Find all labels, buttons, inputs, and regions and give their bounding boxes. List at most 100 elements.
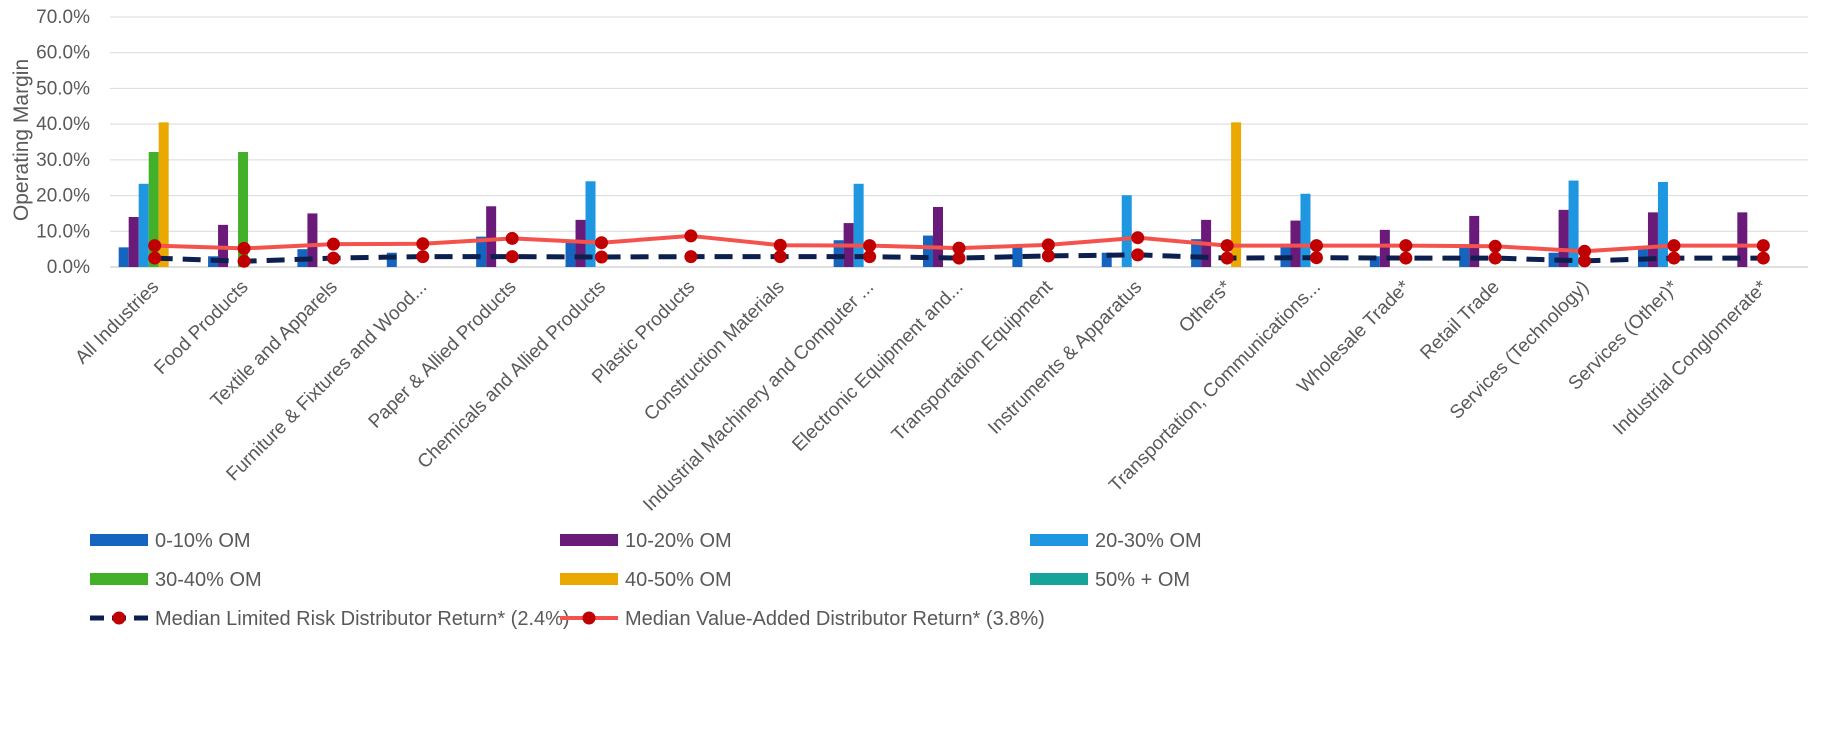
line-marker bbox=[1220, 251, 1234, 265]
line-marker bbox=[1667, 251, 1681, 265]
y-tick-label: 10.0% bbox=[36, 221, 90, 242]
line-marker bbox=[1578, 254, 1592, 268]
line-marker bbox=[148, 251, 162, 265]
y-axis-ticks: 0.0% 10.0% 20.0% 30.0% 40.0% 50.0% 60.0% 70.0% bbox=[36, 7, 90, 278]
gridlines bbox=[110, 16, 1808, 268]
line-marker bbox=[1041, 249, 1055, 263]
bar bbox=[158, 122, 169, 267]
y-axis-title: Operating Margin bbox=[10, 59, 33, 221]
bar bbox=[118, 247, 129, 267]
line-marker bbox=[1488, 239, 1502, 253]
line-marker bbox=[416, 237, 430, 251]
line-marker bbox=[1041, 238, 1055, 252]
line-marker bbox=[952, 241, 966, 255]
bar bbox=[833, 240, 844, 267]
legend-label: 40-50% OM bbox=[625, 569, 732, 591]
x-tick-label: Instruments & Apparatus bbox=[984, 277, 1146, 439]
legend-label: Median Limited Risk Distributor Return* … bbox=[155, 608, 570, 630]
bar bbox=[486, 206, 497, 267]
x-tick-label: Food Products bbox=[150, 277, 252, 379]
legend-swatch bbox=[1030, 573, 1088, 585]
legend-marker bbox=[112, 611, 126, 625]
line-marker bbox=[505, 231, 519, 245]
y-tick-label: 70.0% bbox=[36, 7, 90, 28]
x-tick-label: Furniture & Fixtures and Wood... bbox=[223, 277, 432, 486]
y-tick-label: 30.0% bbox=[36, 150, 90, 171]
bar bbox=[1647, 212, 1658, 267]
line-marker bbox=[1667, 239, 1681, 253]
bar bbox=[923, 235, 933, 267]
line-marker bbox=[1578, 244, 1592, 258]
legend-label: 0-10% OM bbox=[155, 530, 251, 552]
line-marker bbox=[1309, 239, 1323, 253]
line-marker bbox=[1399, 251, 1413, 265]
bar bbox=[1231, 122, 1242, 267]
line-marker bbox=[773, 250, 787, 264]
bar bbox=[933, 207, 943, 267]
line-marker bbox=[595, 236, 609, 250]
bar bbox=[386, 252, 397, 267]
bar bbox=[1657, 182, 1668, 267]
line-marker bbox=[684, 250, 698, 264]
line-marker bbox=[863, 239, 877, 253]
x-tick-label: Chemicals and Allied Products bbox=[414, 277, 610, 473]
bar bbox=[1101, 252, 1112, 267]
y-tick-label: 20.0% bbox=[36, 186, 90, 207]
legend-label: 10-20% OM bbox=[625, 530, 732, 552]
line-marker bbox=[952, 251, 966, 265]
legend-label: 20-30% OM bbox=[1095, 530, 1202, 552]
bar bbox=[1012, 247, 1023, 267]
y-tick-label: 40.0% bbox=[36, 114, 90, 135]
legend-label: 50% + OM bbox=[1095, 569, 1190, 591]
bar bbox=[138, 183, 149, 267]
legend-swatch bbox=[560, 573, 618, 585]
line-marker bbox=[148, 239, 162, 253]
line-marker bbox=[1756, 239, 1770, 253]
line-marker bbox=[1399, 239, 1413, 253]
x-tick-label: Industrial Conglomerate* bbox=[1609, 276, 1772, 439]
line-marker bbox=[505, 250, 519, 264]
x-tick-label: Others* bbox=[1175, 276, 1236, 337]
bar bbox=[1121, 195, 1132, 267]
bar bbox=[148, 152, 159, 267]
bar bbox=[585, 181, 596, 267]
bar bbox=[1558, 209, 1569, 267]
bar bbox=[1191, 239, 1202, 267]
bar bbox=[853, 183, 864, 267]
y-tick-label: 0.0% bbox=[47, 257, 90, 278]
x-tick-label: All Industries bbox=[71, 277, 163, 369]
lines bbox=[148, 229, 1770, 268]
bar bbox=[1300, 193, 1311, 267]
legend-marker bbox=[582, 611, 596, 625]
y-tick-label: 50.0% bbox=[36, 78, 90, 99]
x-tick-label: Electronic Equipment and... bbox=[788, 277, 967, 456]
bar bbox=[476, 236, 487, 267]
x-tick-label: Retail Trade bbox=[1416, 277, 1503, 364]
line-marker bbox=[1131, 231, 1145, 245]
legend-label: Median Value-Added Distributor Return* (… bbox=[625, 608, 1045, 630]
bar bbox=[1459, 247, 1470, 267]
bar bbox=[1737, 212, 1748, 267]
line-marker bbox=[1488, 251, 1502, 265]
line-marker bbox=[684, 229, 698, 243]
bar bbox=[1548, 252, 1559, 267]
line-marker bbox=[326, 251, 340, 265]
line-marker bbox=[1756, 251, 1770, 265]
line-marker bbox=[773, 238, 787, 252]
bar bbox=[1369, 256, 1380, 267]
line-marker bbox=[595, 250, 609, 264]
bar bbox=[128, 217, 139, 267]
line-marker bbox=[237, 254, 251, 268]
bar bbox=[1379, 229, 1390, 267]
legend-swatch bbox=[560, 534, 618, 546]
line-marker bbox=[237, 241, 251, 255]
legend-swatch bbox=[90, 534, 148, 546]
line-marker bbox=[326, 237, 340, 251]
y-tick-label: 60.0% bbox=[36, 43, 90, 64]
line-marker bbox=[1309, 251, 1323, 265]
bar bbox=[307, 213, 318, 267]
legend-label: 30-40% OM bbox=[155, 569, 262, 591]
